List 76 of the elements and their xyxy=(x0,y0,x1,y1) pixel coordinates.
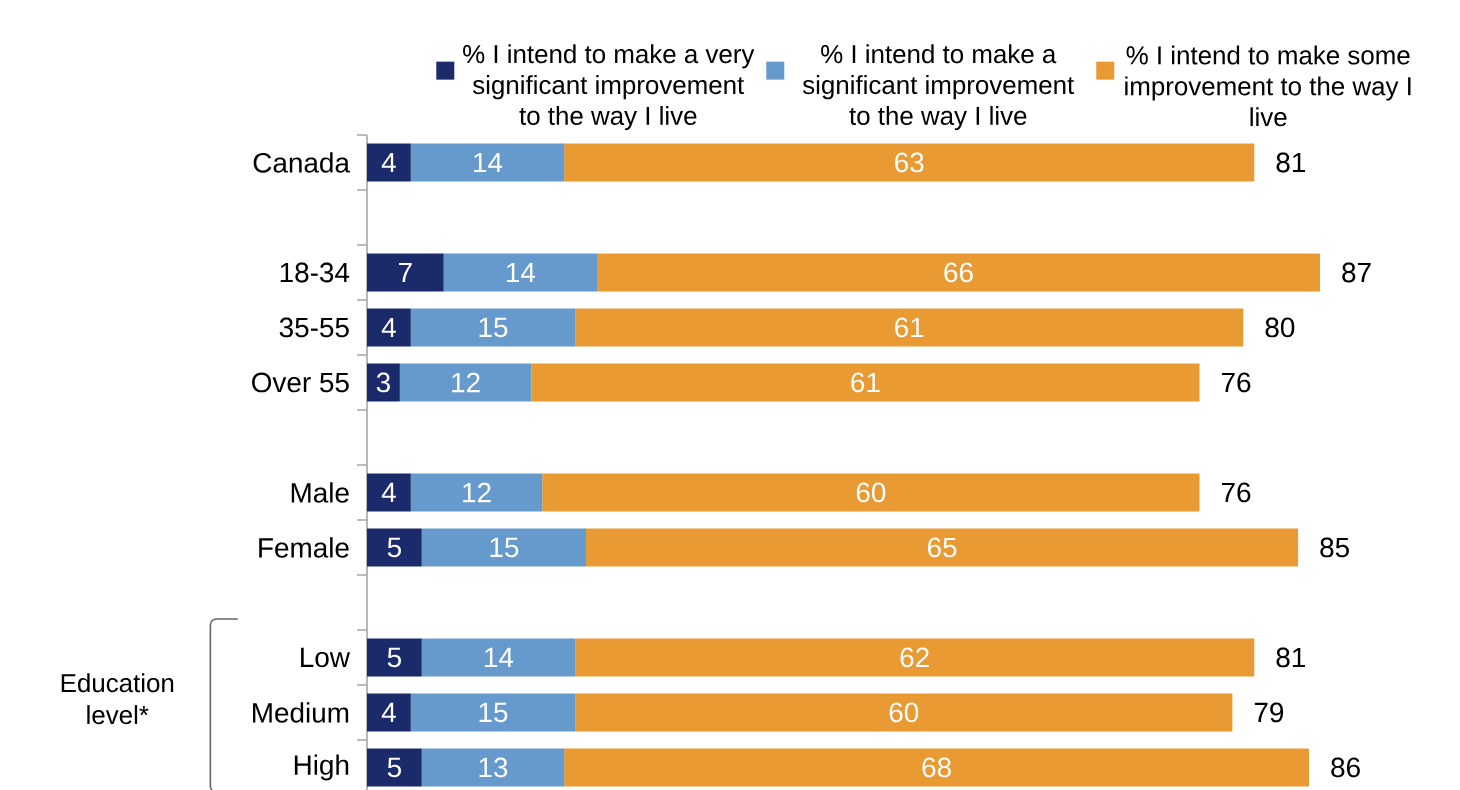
data-label: 4 xyxy=(381,152,396,173)
data-label: 62 xyxy=(900,647,929,668)
bar xyxy=(586,528,1299,567)
data-label: 63 xyxy=(895,152,924,173)
y-tick-label: Low xyxy=(301,647,351,668)
data-label: 13 xyxy=(479,757,508,778)
bar xyxy=(410,693,576,732)
data-label: 15 xyxy=(479,702,508,723)
bar xyxy=(421,638,576,677)
total-label: 80 xyxy=(1265,317,1295,338)
bar xyxy=(367,638,422,677)
bar xyxy=(531,363,1200,402)
data-label: 4 xyxy=(381,482,396,503)
y-tick-label: Male xyxy=(291,482,349,503)
bar xyxy=(542,473,1200,512)
bar xyxy=(367,693,411,732)
y-tick-label: 18-34 xyxy=(280,262,350,283)
total-label: 87 xyxy=(1342,262,1371,283)
data-label: 12 xyxy=(463,482,491,503)
data-label: 60 xyxy=(889,702,919,723)
total-label: 81 xyxy=(1276,647,1305,668)
bar xyxy=(575,693,1233,732)
y-tick-label: High xyxy=(294,754,349,781)
bar xyxy=(367,363,400,402)
total-label: 76 xyxy=(1221,372,1251,393)
total-label: 85 xyxy=(1320,537,1349,558)
data-label: 60 xyxy=(856,482,886,503)
total-label: 76 xyxy=(1221,482,1251,503)
data-label: 15 xyxy=(490,537,519,558)
bar xyxy=(367,143,411,182)
data-label: 5 xyxy=(387,757,401,778)
bar xyxy=(564,143,1255,182)
bar xyxy=(367,528,422,567)
data-label: 61 xyxy=(895,317,924,338)
y-tick-label: 35-55 xyxy=(279,317,349,338)
bar xyxy=(443,253,598,292)
total-label: 86 xyxy=(1331,757,1360,778)
bar xyxy=(399,363,532,402)
bar xyxy=(575,638,1255,677)
bar xyxy=(367,253,444,292)
bar xyxy=(367,308,411,347)
bar xyxy=(597,253,1320,292)
bar xyxy=(410,308,576,347)
data-label: 14 xyxy=(474,152,503,173)
data-label: 12 xyxy=(452,372,480,393)
total-label: 79 xyxy=(1254,702,1284,723)
data-label: 68 xyxy=(922,757,951,778)
bar xyxy=(575,308,1244,347)
data-label: 65 xyxy=(927,537,957,558)
text: Education level* xyxy=(61,673,174,725)
bar xyxy=(421,528,587,567)
y-tick-label: Canada xyxy=(253,152,350,173)
data-label: 61 xyxy=(851,372,880,393)
bar xyxy=(410,143,565,182)
y-tick-label: Female xyxy=(259,537,349,558)
data-label: 14 xyxy=(506,262,536,283)
y-tick-label: Over 55 xyxy=(252,372,349,393)
data-label: 4 xyxy=(381,317,396,338)
data-label: 3 xyxy=(376,372,390,393)
data-label: 7 xyxy=(399,262,412,283)
bar xyxy=(410,473,543,512)
y-tick-label: Medium xyxy=(253,702,349,723)
legend-label: % I intend to make a significant improvement to the way I live xyxy=(802,44,1075,131)
data-label: 15 xyxy=(479,317,508,338)
bar xyxy=(367,748,422,787)
bar xyxy=(367,473,411,512)
bar xyxy=(564,748,1310,787)
data-label: 5 xyxy=(387,647,401,668)
data-label: 4 xyxy=(381,702,396,723)
legend-label: % I intend to make a very significant improvement to the way I live xyxy=(463,44,755,131)
data-label: 14 xyxy=(485,647,514,668)
data-label: 66 xyxy=(944,262,973,283)
bar xyxy=(421,748,565,787)
legend-label: % I intend to make some improvement to the way I live xyxy=(1125,45,1411,127)
data-label: 5 xyxy=(387,537,401,558)
total-label: 81 xyxy=(1276,152,1305,173)
